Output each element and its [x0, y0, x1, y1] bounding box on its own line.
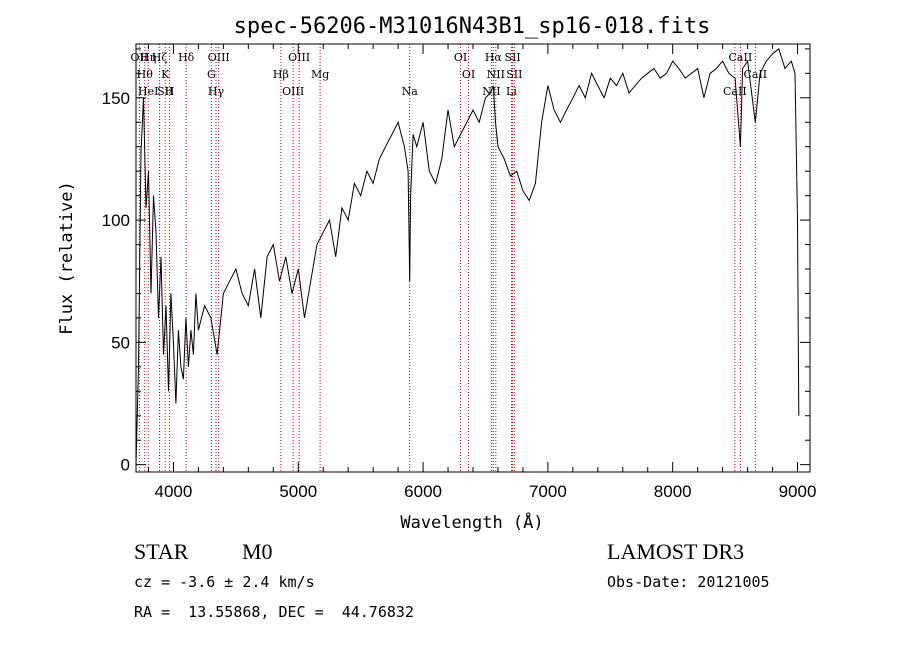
x-axis: 4000 5000 6000 7000 8000 9000	[147, 44, 817, 501]
line-label: Hη	[140, 51, 156, 64]
line-label: H	[165, 85, 175, 98]
x-tick-label: 7000	[529, 482, 567, 501]
y-tick-label: 150	[102, 89, 130, 108]
line-label: HeI	[138, 85, 158, 98]
line-label: OIII	[208, 51, 230, 64]
line-label: SII	[506, 68, 522, 81]
line-label: OI	[454, 51, 467, 64]
line-label: Hζ	[152, 51, 168, 64]
y-tick-label: 100	[102, 211, 130, 230]
line-label: Hγ	[208, 85, 225, 98]
plot-frame	[135, 43, 811, 473]
line-markers	[138, 44, 756, 472]
line-label: SII	[157, 85, 173, 98]
line-label: SII	[504, 51, 520, 64]
x-tick-label: 8000	[654, 482, 692, 501]
line-label: OI	[462, 68, 475, 81]
line-label: Hβ	[273, 68, 289, 81]
survey-name: LAMOST DR3	[607, 539, 745, 564]
line-label: Hδ	[178, 51, 195, 64]
y-axis-label: Flux (relative)	[57, 181, 77, 335]
y-tick-label: 0	[121, 456, 130, 475]
line-label: CaII	[723, 85, 747, 98]
y-axis: 0 50 100 150	[102, 48, 810, 475]
line-label: OII	[131, 51, 149, 64]
subclass: M0	[242, 539, 273, 564]
velocity: cz = -3.6 ± 2.4 km/s	[134, 573, 315, 591]
coordinates: RA = 13.55868, DEC = 44.76832	[134, 603, 414, 621]
line-label: Li	[506, 85, 517, 98]
x-tick-label: 9000	[779, 482, 817, 501]
line-label: OIII	[288, 51, 310, 64]
line-label: Mg	[311, 68, 329, 81]
obs-date: Obs-Date: 20121005	[607, 573, 770, 591]
line-label: Na	[402, 85, 419, 98]
line-label: Hθ	[137, 68, 154, 81]
spectrum-line	[135, 48, 800, 465]
x-tick-label: 5000	[279, 482, 317, 501]
x-tick-label: 6000	[404, 482, 442, 501]
x-tick-label: 4000	[155, 482, 193, 501]
line-label: K	[161, 68, 170, 81]
line-label: NII	[487, 68, 505, 81]
line-labels: OIIHθHeIHηHζKSIIHHδGHγOIIIHβOIIIOIIIMgNa…	[131, 51, 768, 98]
line-label: OIII	[282, 85, 304, 98]
x-axis-label: Wavelength (Å)	[400, 511, 543, 533]
object-class: STAR	[134, 539, 189, 564]
y-tick-label: 50	[111, 333, 130, 352]
line-label: CaII	[729, 51, 753, 64]
line-label: Hα	[485, 51, 503, 64]
chart-title: spec-56206-M31016N43B1_sp16-018.fits	[234, 14, 711, 39]
line-label: CaII	[743, 68, 767, 81]
line-label: G	[207, 68, 216, 81]
